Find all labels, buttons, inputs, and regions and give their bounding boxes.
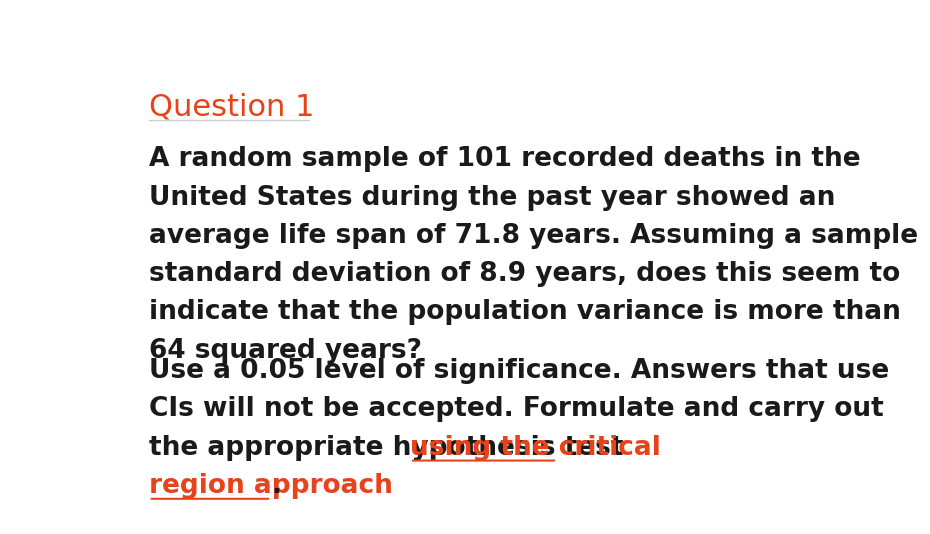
Text: Use a 0.05 level of significance. Answers that use: Use a 0.05 level of significance. Answer… — [149, 358, 889, 384]
Text: indicate that the population variance is more than: indicate that the population variance is… — [149, 299, 900, 325]
Text: A random sample of 101 recorded deaths in the: A random sample of 101 recorded deaths i… — [149, 146, 860, 172]
Text: using the critical: using the critical — [410, 435, 661, 460]
Text: average life span of 71.8 years. Assuming a sample: average life span of 71.8 years. Assumin… — [149, 223, 918, 249]
Text: .: . — [272, 473, 281, 499]
Text: the appropriate hypothesis test: the appropriate hypothesis test — [149, 435, 632, 460]
Text: United States during the past year showed an: United States during the past year showe… — [149, 185, 835, 210]
Text: Question 1: Question 1 — [149, 93, 314, 122]
Text: 64 squared years?: 64 squared years? — [149, 337, 421, 364]
Text: standard deviation of 8.9 years, does this seem to: standard deviation of 8.9 years, does th… — [149, 261, 900, 287]
Text: region approach: region approach — [149, 473, 392, 499]
Text: CIs will not be accepted. Formulate and carry out: CIs will not be accepted. Formulate and … — [149, 396, 884, 422]
